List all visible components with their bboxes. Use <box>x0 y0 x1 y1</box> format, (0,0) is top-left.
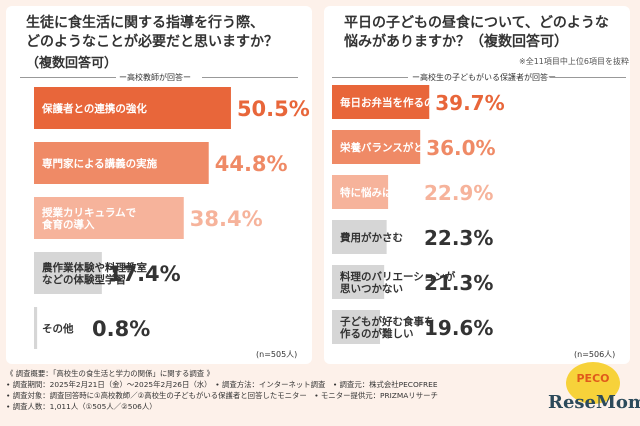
right-category-label-4-1: 費用がかさむ <box>340 231 403 244</box>
right-respondent-label: ー高校生の子どもがいる保護者が回答ー <box>412 73 556 82</box>
right-chart-title: 平日の子どもの昼食について、どのような 悩みがありますか？（複数回答可） <box>344 14 609 52</box>
right-note: ※全11項目中上位6項目を抜粋 <box>519 57 629 66</box>
left-chart-subtitle: （複数回答可） <box>26 56 118 71</box>
left-category-label-1-1: 保護者との連携の強化 <box>41 102 147 115</box>
footer-line-3: • 調査対象：調査回答時に①高校教師／②高校生の子どもがいる保護者と回答したモニ… <box>6 391 438 400</box>
right-category-label-5-2: 思いつかない <box>340 283 403 295</box>
left-value-label-2: 44.8% <box>215 152 288 176</box>
left-chart-panel: 生徒に食生活に関する指導を行う際、 どのようなことが必要だと思いますか？ （複数… <box>6 6 312 364</box>
right-value-label-1: 39.7% <box>435 91 504 115</box>
right-value-label-3: 22.9% <box>424 181 493 205</box>
right-respondent-line-a <box>332 77 408 78</box>
left-value-label-4: 17.4% <box>108 262 181 286</box>
left-value-label-3: 38.4% <box>190 207 263 231</box>
right-value-label-2: 36.0% <box>426 136 495 160</box>
left-title-line-1: 生徒に食生活に関する指導を行う際、 <box>26 15 264 31</box>
right-title-line-1: 平日の子どもの昼食について、どのような <box>344 15 609 31</box>
right-bar-5 <box>332 265 385 299</box>
right-category-label-1-1: 毎日お弁当を作るのが大変 <box>340 96 466 109</box>
footer-line-4: • 調査人数：1,011人（①505人／②506人） <box>6 402 157 411</box>
right-bar-2 <box>332 130 421 164</box>
left-category-label-3-1: 授業カリキュラムで <box>42 206 137 219</box>
left-category-label-5-1: その他 <box>42 322 74 335</box>
left-category-label-4-1: 農作業体験や料理教室 <box>42 261 147 274</box>
left-value-label-5: 0.8% <box>92 317 150 341</box>
left-category-label-4-2: などの体験型学習 <box>42 273 126 286</box>
survey-footer: 《 調査概要：「高校生の食生活と学力の関係」に関する調査 》 • 調査期間：20… <box>6 368 566 412</box>
right-category-label-5-1: 料理のバリエーションが <box>340 270 456 283</box>
right-respondent-line-b <box>550 77 626 78</box>
footer-line-2: • 調査期間：2025年2月21日（金）〜2025年2月26日（水） • 調査方… <box>6 380 438 389</box>
left-respondent-line-b <box>202 77 298 78</box>
left-value-label-1: 50.5% <box>237 97 310 121</box>
resemom-logo: ReseMom <box>548 392 640 413</box>
bar-charts-svg: 保護者との連携の強化 50.5% 専門家による講義の実施 44.8% 授業カリキュラムで… <box>34 85 505 349</box>
left-bar-2 <box>34 142 209 184</box>
left-category-label-2-1: 専門家による講義の実施 <box>42 157 158 170</box>
right-value-label-5: 21.3% <box>424 271 493 295</box>
left-category-label-3-2: 食育の導入 <box>41 218 95 231</box>
left-bar-3 <box>34 197 184 239</box>
left-respondent-line-a <box>20 77 116 78</box>
right-bar-1 <box>332 85 430 119</box>
right-value-label-6: 19.6% <box>424 316 493 340</box>
right-value-label-4: 22.3% <box>424 226 493 250</box>
left-title-line-2: どのようなことが必要だと思いますか？ <box>26 34 278 50</box>
left-chart-title: 生徒に食生活に関する指導を行う際、 どのようなことが必要だと思いますか？ <box>26 14 278 52</box>
right-bar-3 <box>332 175 389 209</box>
right-title-line-2: 悩みがありますか？（複数回答可） <box>344 34 568 50</box>
right-n-label: (n=506人) <box>574 350 616 359</box>
left-bar-5 <box>34 307 38 349</box>
left-n-label: (n=505人) <box>256 350 298 359</box>
left-respondent-label: ー高校教師が回答ー <box>119 73 191 82</box>
footer-line-1: 《 調査概要：「高校生の食生活と学力の関係」に関する調査 》 <box>6 369 214 378</box>
left-bar-1 <box>34 87 231 129</box>
right-category-label-6-1: 子どもが好む食事を <box>340 315 435 328</box>
right-category-label-6-2: 作るのが難しい <box>340 327 414 340</box>
right-category-label-2-1: 栄養バランスがとれているか心配 <box>339 141 497 154</box>
peco-logo: PECO <box>566 362 620 404</box>
right-bar-4 <box>332 220 387 254</box>
right-category-label-3-1: 特に悩みはない <box>340 186 414 199</box>
left-bar-4 <box>34 252 102 294</box>
right-bar-6 <box>332 310 381 344</box>
